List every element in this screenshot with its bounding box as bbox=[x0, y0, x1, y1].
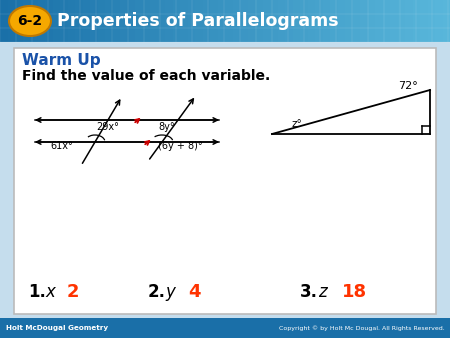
Bar bbox=[135, 0, 144, 42]
Text: Holt McDougal Geometry: Holt McDougal Geometry bbox=[6, 325, 108, 331]
Bar bbox=[75, 0, 84, 42]
Text: 18: 18 bbox=[342, 283, 367, 301]
Bar bbox=[53, 0, 61, 42]
Bar bbox=[112, 0, 121, 42]
Bar bbox=[240, 0, 248, 42]
Bar bbox=[165, 0, 174, 42]
Text: 2: 2 bbox=[67, 283, 80, 301]
Bar bbox=[285, 0, 293, 42]
Text: 6-2: 6-2 bbox=[18, 14, 43, 28]
Text: y: y bbox=[165, 283, 175, 301]
Bar bbox=[127, 0, 136, 42]
Bar bbox=[255, 0, 264, 42]
Bar bbox=[22, 0, 31, 42]
Bar bbox=[105, 0, 113, 42]
Text: 29x°: 29x° bbox=[96, 122, 119, 132]
Bar bbox=[330, 0, 338, 42]
Bar bbox=[413, 0, 421, 42]
Bar bbox=[98, 0, 106, 42]
Bar bbox=[68, 0, 76, 42]
Bar bbox=[248, 0, 256, 42]
Text: 72°: 72° bbox=[398, 81, 418, 91]
Bar bbox=[188, 0, 196, 42]
Bar bbox=[442, 0, 450, 42]
Bar bbox=[292, 0, 301, 42]
Bar bbox=[345, 0, 354, 42]
Bar bbox=[360, 0, 369, 42]
Text: z°: z° bbox=[292, 119, 303, 129]
Bar bbox=[202, 0, 211, 42]
Text: 1.: 1. bbox=[28, 283, 46, 301]
Bar bbox=[315, 0, 324, 42]
Bar bbox=[210, 0, 219, 42]
Text: z: z bbox=[318, 283, 327, 301]
Text: 8y°: 8y° bbox=[158, 122, 175, 132]
Ellipse shape bbox=[9, 6, 51, 36]
Bar bbox=[225, 0, 234, 42]
Text: x: x bbox=[45, 283, 55, 301]
Text: Properties of Parallelograms: Properties of Parallelograms bbox=[57, 12, 338, 30]
Bar bbox=[158, 0, 166, 42]
Bar bbox=[60, 0, 68, 42]
Bar bbox=[375, 0, 383, 42]
Text: Copyright © by Holt Mc Dougal. All Rights Reserved.: Copyright © by Holt Mc Dougal. All Right… bbox=[279, 325, 445, 331]
Bar bbox=[0, 318, 450, 338]
Bar bbox=[0, 0, 9, 42]
Bar bbox=[15, 0, 23, 42]
Bar bbox=[82, 0, 91, 42]
Text: 3.: 3. bbox=[300, 283, 318, 301]
Bar bbox=[217, 0, 226, 42]
Text: 61x°: 61x° bbox=[50, 141, 73, 151]
Bar bbox=[120, 0, 129, 42]
Bar bbox=[338, 0, 346, 42]
Bar bbox=[143, 0, 151, 42]
Bar bbox=[262, 0, 271, 42]
Bar bbox=[382, 0, 391, 42]
Text: Warm Up: Warm Up bbox=[22, 52, 101, 68]
Bar bbox=[307, 0, 316, 42]
Bar bbox=[390, 0, 399, 42]
Bar bbox=[30, 0, 39, 42]
Text: 4: 4 bbox=[188, 283, 201, 301]
Bar bbox=[278, 0, 286, 42]
Bar bbox=[172, 0, 181, 42]
Text: 2.: 2. bbox=[148, 283, 166, 301]
Bar bbox=[90, 0, 99, 42]
Bar bbox=[435, 0, 444, 42]
Bar bbox=[270, 0, 279, 42]
Bar bbox=[300, 0, 309, 42]
Bar bbox=[428, 0, 436, 42]
Bar bbox=[420, 0, 428, 42]
Bar bbox=[352, 0, 361, 42]
Bar bbox=[405, 0, 414, 42]
FancyBboxPatch shape bbox=[14, 48, 436, 314]
Bar bbox=[180, 0, 189, 42]
Bar bbox=[368, 0, 376, 42]
Bar bbox=[150, 0, 158, 42]
Bar bbox=[323, 0, 331, 42]
Bar bbox=[45, 0, 54, 42]
Text: (6y + 8)°: (6y + 8)° bbox=[158, 141, 202, 151]
Bar bbox=[37, 0, 46, 42]
Bar bbox=[8, 0, 16, 42]
Bar bbox=[233, 0, 241, 42]
Text: Find the value of each variable.: Find the value of each variable. bbox=[22, 69, 270, 83]
Bar bbox=[397, 0, 406, 42]
Bar bbox=[195, 0, 203, 42]
